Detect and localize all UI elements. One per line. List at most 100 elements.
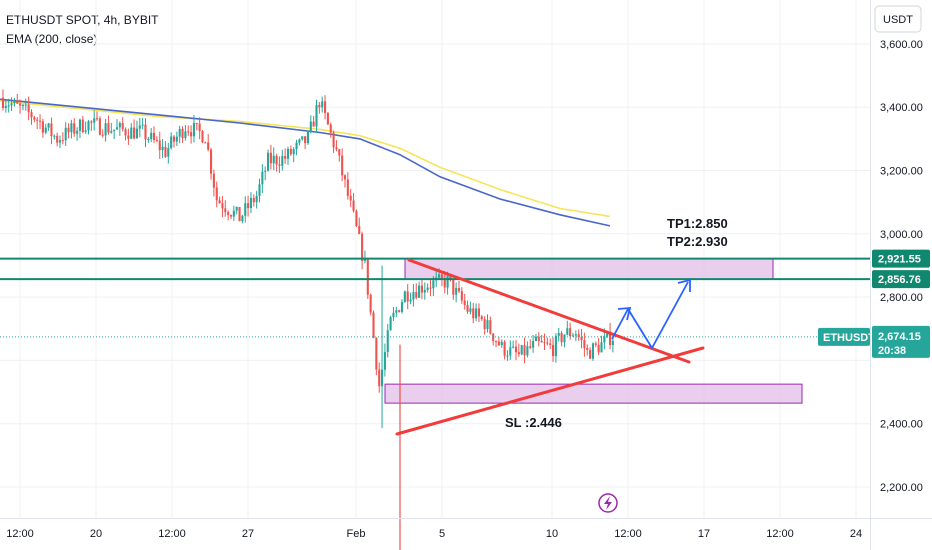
candle xyxy=(420,278,423,300)
price-axis[interactable]: USDT 2,200.00 2,400.00 2,800.00 3,000.00 3,20… xyxy=(870,0,931,550)
candle xyxy=(532,334,535,353)
candle-body xyxy=(312,121,315,127)
candle xyxy=(560,330,563,347)
candle xyxy=(543,333,546,351)
candle xyxy=(566,320,569,336)
candle xyxy=(398,309,401,313)
candle xyxy=(115,119,119,130)
candle-body xyxy=(1,97,5,108)
candle xyxy=(403,290,406,303)
candle xyxy=(172,135,176,148)
candle-body xyxy=(606,331,609,337)
level-tag xyxy=(872,270,930,289)
currency-button[interactable] xyxy=(874,5,922,33)
candle xyxy=(517,343,520,357)
candle-body xyxy=(577,334,580,337)
candle-body xyxy=(443,278,446,288)
candle-body xyxy=(509,347,512,356)
candle-body xyxy=(460,291,463,301)
candle-body xyxy=(78,119,81,131)
candle-body xyxy=(181,128,184,139)
candle xyxy=(158,131,161,159)
candle-body xyxy=(98,118,101,135)
candle-body xyxy=(135,128,138,139)
candle xyxy=(184,124,187,141)
candle-body xyxy=(141,124,144,126)
candle-body xyxy=(247,203,250,208)
candle xyxy=(503,340,506,360)
currency-label: USDT xyxy=(883,14,913,26)
candle-body xyxy=(506,355,509,357)
candle-body xyxy=(537,336,540,342)
candle xyxy=(409,292,412,305)
candle xyxy=(87,120,90,135)
candle-body xyxy=(480,316,483,320)
candle-body xyxy=(457,288,461,292)
candle-body xyxy=(255,195,258,203)
candle xyxy=(457,280,461,294)
candle-body xyxy=(586,347,589,350)
candle-body xyxy=(549,343,552,345)
candle xyxy=(586,344,589,356)
candle xyxy=(19,99,22,114)
candle xyxy=(107,115,110,135)
candle xyxy=(326,112,329,125)
candle xyxy=(460,287,463,304)
candle xyxy=(500,339,503,348)
candle-body xyxy=(326,112,329,125)
candle-body xyxy=(258,184,261,196)
candle xyxy=(90,120,93,131)
candle-body xyxy=(349,195,352,201)
candle-body xyxy=(324,101,327,113)
candle-body xyxy=(552,344,555,357)
candle xyxy=(563,334,566,348)
candle-body xyxy=(426,287,429,290)
candle xyxy=(81,116,84,134)
candle-body xyxy=(295,142,298,150)
candle xyxy=(594,341,597,348)
candle xyxy=(261,164,264,193)
candle-body xyxy=(514,346,518,353)
level-tag-label: 2,921.55 xyxy=(878,254,921,266)
candle-body xyxy=(195,123,198,125)
candle-body xyxy=(338,149,341,156)
candle xyxy=(514,340,518,361)
candle xyxy=(284,148,287,164)
candle-body xyxy=(204,142,207,144)
candle-body xyxy=(64,127,67,141)
candle xyxy=(378,362,381,393)
candle xyxy=(10,97,13,112)
candle xyxy=(286,146,290,165)
candle-body xyxy=(486,320,489,330)
candle xyxy=(343,174,347,188)
projection-arrowhead xyxy=(617,306,632,321)
candle xyxy=(574,330,577,342)
candle xyxy=(190,125,193,144)
candle-body xyxy=(50,123,53,137)
candle xyxy=(44,123,47,135)
candle-body xyxy=(272,155,275,164)
candle xyxy=(212,169,215,197)
candle xyxy=(292,147,295,163)
candle-body xyxy=(212,173,215,188)
candle xyxy=(84,121,87,134)
time-axis[interactable]: 12:00 20 12:00 27 Feb 5 10 12:00 17 12:00 24 xyxy=(0,518,932,541)
lightning-icon[interactable] xyxy=(598,493,618,513)
ema-line-blue xyxy=(0,98,611,227)
candle-body xyxy=(400,302,404,312)
candle-body xyxy=(532,340,535,348)
candle xyxy=(389,315,392,331)
candle-body xyxy=(24,104,27,106)
candle-body xyxy=(341,155,344,176)
candle xyxy=(272,147,275,171)
candle-body xyxy=(343,175,347,180)
candle-body xyxy=(286,148,290,159)
candle-body xyxy=(346,179,349,196)
candle-body xyxy=(571,335,575,337)
candle xyxy=(101,129,104,138)
candle-body xyxy=(184,131,187,139)
candle-body xyxy=(589,349,592,359)
candle-body xyxy=(10,103,13,106)
level-tag-label: 2,856.76 xyxy=(878,274,921,286)
